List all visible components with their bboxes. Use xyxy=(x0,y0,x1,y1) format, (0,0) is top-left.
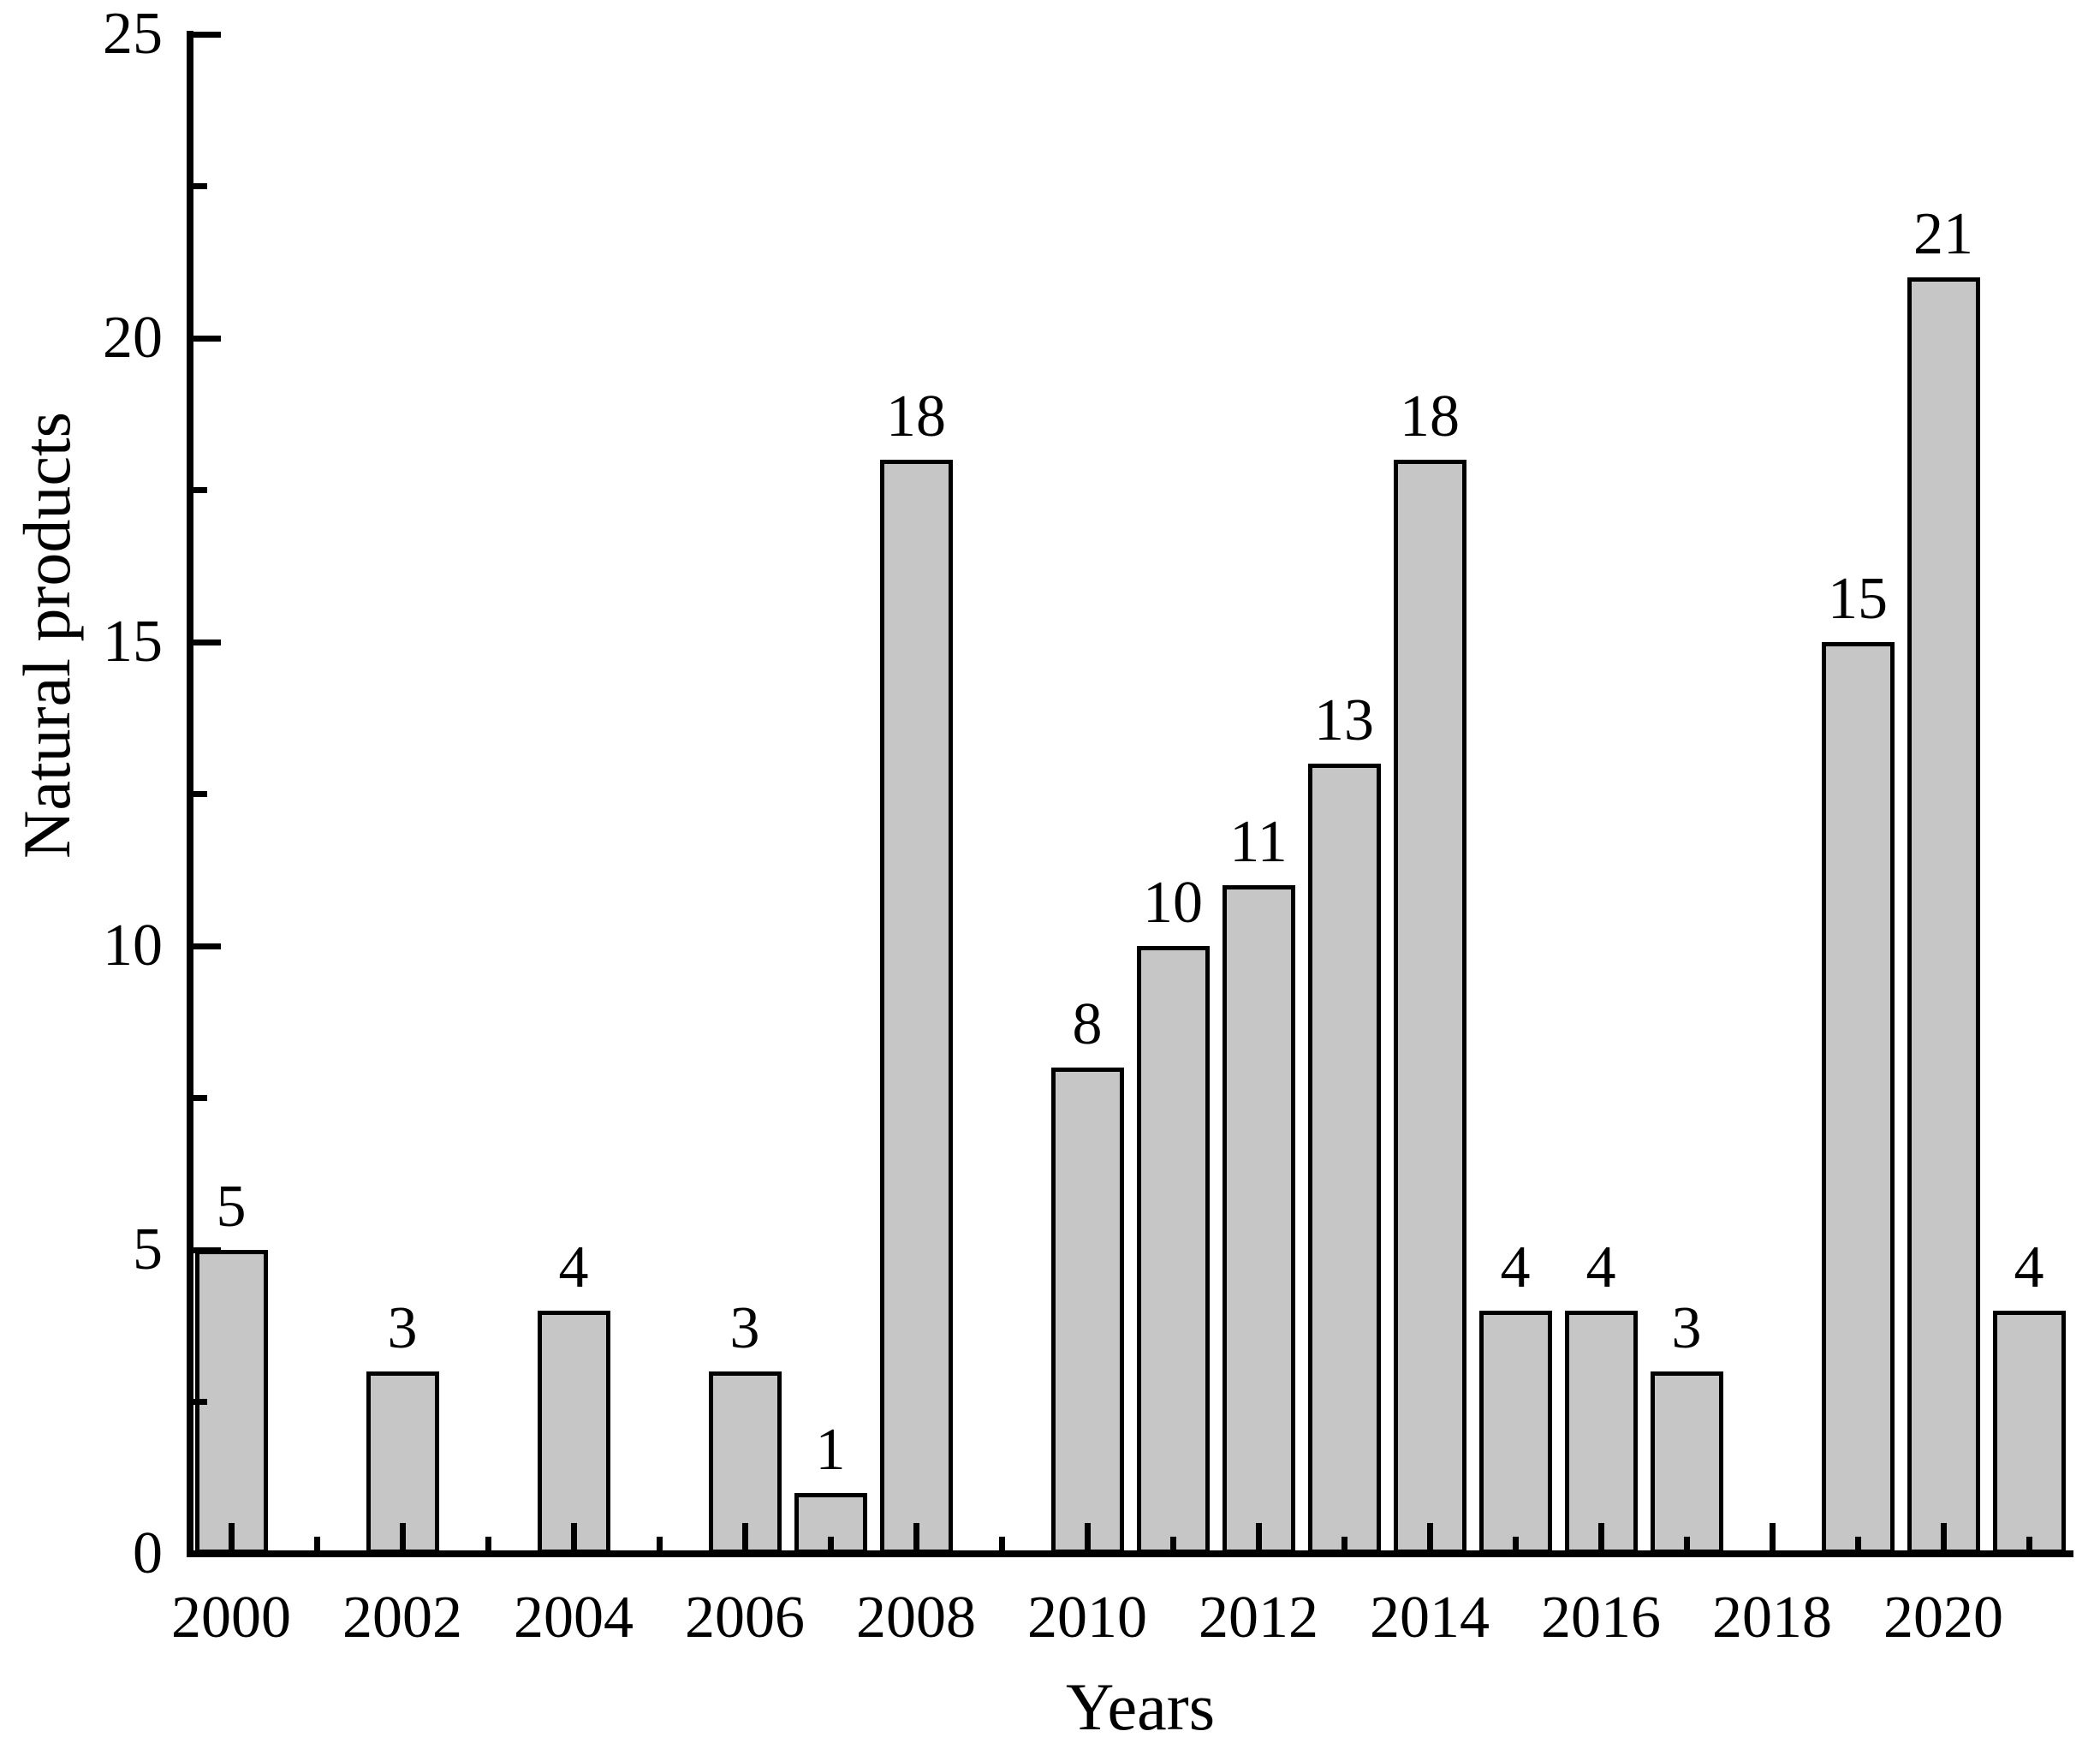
x-axis-line xyxy=(187,1550,2073,1557)
bar xyxy=(1051,1068,1124,1554)
y-minor-tick xyxy=(190,183,207,189)
x-tick-label: 2018 xyxy=(1712,1585,1832,1651)
x-major-tick xyxy=(571,1523,577,1554)
bar xyxy=(880,460,953,1554)
x-minor-tick xyxy=(1513,1537,1519,1554)
bar-value-label: 11 xyxy=(1229,809,1288,875)
bar xyxy=(1479,1311,1552,1554)
bar xyxy=(1394,460,1466,1554)
bar xyxy=(1308,764,1381,1554)
bar-value-label: 4 xyxy=(1585,1234,1616,1300)
y-major-tick xyxy=(190,336,221,342)
y-tick-label: 5 xyxy=(133,1217,163,1282)
x-major-tick xyxy=(1598,1523,1604,1554)
x-major-tick xyxy=(1770,1523,1776,1554)
bar-value-label: 18 xyxy=(886,384,946,449)
x-tick-label: 2008 xyxy=(856,1585,976,1651)
bar-value-label: 3 xyxy=(387,1295,418,1361)
bar-value-label: 21 xyxy=(1913,201,1973,267)
bar-value-label: 4 xyxy=(558,1234,589,1300)
y-tick-label: 20 xyxy=(103,305,163,371)
x-tick-label: 2006 xyxy=(685,1585,805,1651)
y-minor-tick xyxy=(190,1399,207,1405)
x-major-tick xyxy=(229,1523,235,1554)
x-major-tick xyxy=(1941,1523,1947,1554)
bar xyxy=(1993,1311,2066,1554)
y-major-tick xyxy=(190,640,221,645)
x-minor-tick xyxy=(314,1537,320,1554)
y-tick-label: 10 xyxy=(103,913,163,979)
x-minor-tick xyxy=(657,1537,663,1554)
bar-value-label: 15 xyxy=(1828,566,1888,632)
x-minor-tick xyxy=(1170,1537,1176,1554)
y-minor-tick xyxy=(190,1095,207,1101)
x-minor-tick xyxy=(999,1537,1005,1554)
x-axis-title: Years xyxy=(1065,1669,1216,1744)
bar-value-label: 8 xyxy=(1072,991,1103,1057)
bar xyxy=(1907,277,1980,1554)
bar xyxy=(1137,946,1210,1554)
x-tick-label: 2004 xyxy=(514,1585,634,1651)
x-major-tick xyxy=(742,1523,748,1554)
x-major-tick xyxy=(400,1523,406,1554)
x-tick-label: 2012 xyxy=(1199,1585,1318,1651)
x-minor-tick xyxy=(1855,1537,1861,1554)
x-tick-label: 2020 xyxy=(1883,1585,2003,1651)
x-tick-label: 2014 xyxy=(1370,1585,1490,1651)
x-major-tick xyxy=(1085,1523,1091,1554)
y-major-tick xyxy=(190,1551,221,1557)
bar-value-label: 1 xyxy=(815,1417,846,1483)
bar-value-label: 3 xyxy=(1671,1295,1702,1361)
bar xyxy=(538,1311,610,1554)
x-major-tick xyxy=(1427,1523,1433,1554)
x-tick-label: 2016 xyxy=(1541,1585,1661,1651)
x-minor-tick xyxy=(1342,1537,1347,1554)
bar xyxy=(1651,1371,1723,1554)
bar-value-label: 18 xyxy=(1400,384,1460,449)
y-major-tick xyxy=(190,32,221,38)
y-major-tick xyxy=(190,943,221,949)
x-tick-label: 2002 xyxy=(342,1585,462,1651)
bar-value-label: 4 xyxy=(2014,1234,2044,1300)
bar-value-label: 5 xyxy=(216,1174,247,1240)
bar-value-label: 4 xyxy=(1500,1234,1531,1300)
x-major-tick xyxy=(913,1523,919,1554)
x-minor-tick xyxy=(1684,1537,1690,1554)
x-major-tick xyxy=(1256,1523,1262,1554)
x-minor-tick xyxy=(485,1537,491,1554)
y-tick-label: 15 xyxy=(103,609,163,675)
x-tick-label: 2000 xyxy=(171,1585,291,1651)
y-tick-label: 25 xyxy=(103,1,163,67)
bar xyxy=(1223,885,1295,1554)
x-tick-label: 2010 xyxy=(1027,1585,1147,1651)
y-tick-label: 0 xyxy=(133,1520,163,1586)
bar xyxy=(1822,642,1895,1554)
x-minor-tick xyxy=(828,1537,834,1554)
y-minor-tick xyxy=(190,791,207,797)
bar-value-label: 13 xyxy=(1314,687,1374,753)
y-major-tick xyxy=(190,1247,221,1253)
y-minor-tick xyxy=(190,487,207,493)
bar-value-label: 10 xyxy=(1143,870,1203,936)
x-minor-tick xyxy=(2026,1537,2032,1554)
bar-value-label: 3 xyxy=(729,1295,760,1361)
